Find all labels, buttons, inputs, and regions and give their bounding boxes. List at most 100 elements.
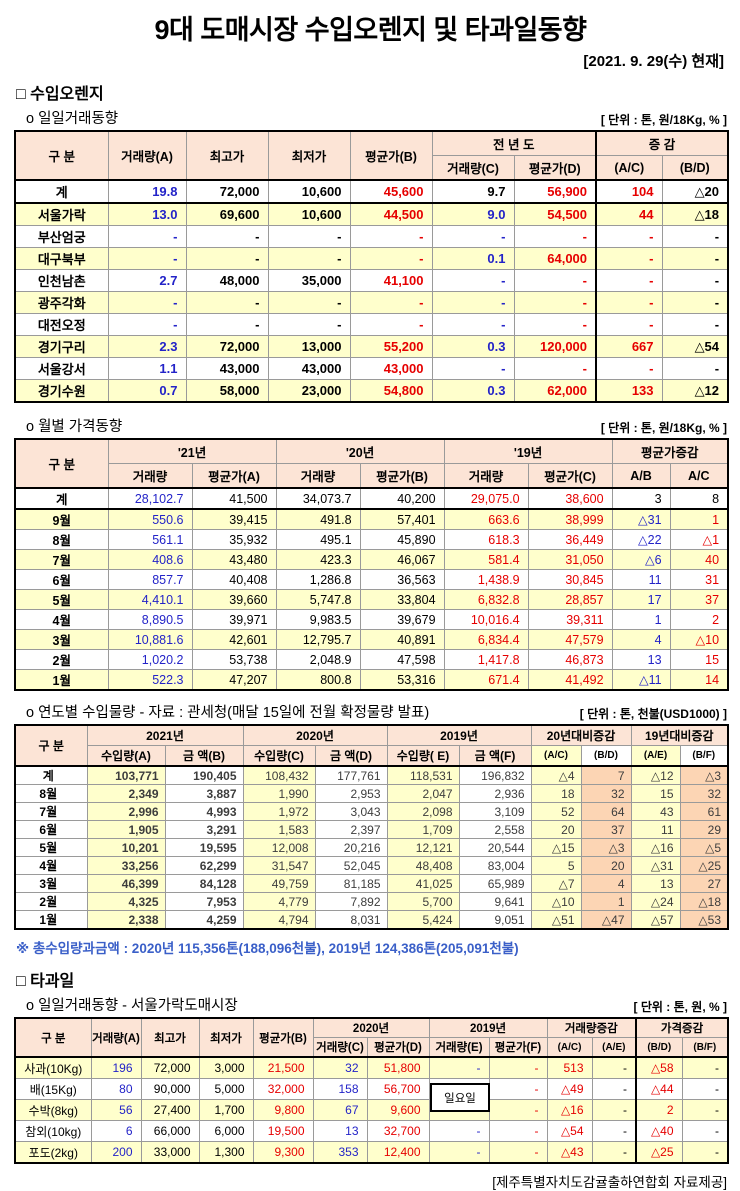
subsection-daily-fruit: o 일일거래동향 - 서울가락도매시장 (26, 998, 238, 1014)
cell: 36,563 (359, 569, 445, 590)
cell: 17 (611, 589, 671, 610)
col-header-2020: 2020년 (242, 724, 388, 746)
cell: 64,000 (513, 247, 598, 270)
cell: 8 (669, 487, 729, 510)
cell: - (661, 225, 729, 248)
cell: 20 (530, 820, 582, 839)
col-header-ae: (A/E) (591, 1037, 638, 1058)
cell: 2,098 (386, 802, 460, 821)
page-title: 9대 도매시장 수입오렌지 및 타과일동향 (154, 15, 587, 45)
cell: 44,500 (349, 202, 433, 226)
cell: 200 (90, 1141, 142, 1164)
col-header-bf: (B/F) (679, 745, 729, 767)
col-header-bf: (B/F) (681, 1037, 729, 1058)
cell: 56,900 (513, 179, 598, 204)
col-header-price-change: 가격증감 (635, 1017, 729, 1038)
cell: 9,300 (252, 1141, 314, 1164)
cell: 57,401 (359, 508, 445, 530)
table-row: 2월 1,020.2 53,738 2,048.9 47,598 1,417.8 46,87… (14, 649, 729, 670)
row-label: 서울가락 (14, 202, 109, 226)
table-row: 1월 2,338 4,259 4,794 8,031 5,424 9,051 △51 △47 △5… (14, 910, 729, 930)
cell: 13.0 (107, 202, 187, 226)
col-header-bd: (B/D) (661, 155, 729, 181)
cell: 2,397 (314, 820, 388, 839)
cell: 2 (669, 609, 729, 630)
cell: 52,045 (314, 856, 388, 875)
col-header-gubun: 구 분 (14, 130, 109, 181)
cell: - (107, 291, 187, 314)
row-label: 서울강서 (14, 357, 109, 380)
cell: - (681, 1056, 729, 1079)
unit-label-daily-fruit: [ 단위 : 톤, 원, % ] (633, 1000, 728, 1014)
cell: △54 (661, 335, 729, 358)
cell: 55,200 (349, 335, 433, 358)
cell: 39,311 (527, 609, 613, 630)
cell: 1,417.8 (443, 649, 529, 670)
cell: 12,008 (242, 838, 316, 857)
col-header-change-vs-20: 20년대비증감 (530, 724, 632, 746)
table-row: 부산엄궁 - - - - - - - - (14, 225, 729, 248)
cell: 80 (90, 1078, 142, 1100)
table-row: 경기구리 2.3 72,000 13,000 55,200 0.3 120,000 667 △5… (14, 335, 729, 358)
cell: 54,800 (349, 379, 433, 403)
table-row: 사과(10Kg) 196 72,000 3,000 21,500 32 51,800- -51… (14, 1056, 729, 1079)
col-header-ab: A/B (611, 463, 671, 489)
daily-fruit-table: 구 분 거래량(A) 최고가 최저가 평균가(B) 2020년 2019년 거래… (14, 1017, 730, 1164)
col-header-ae: (A/E) (630, 745, 681, 767)
cell: 67 (312, 1099, 368, 1121)
cell: - (513, 225, 598, 248)
col-header-gubun: 구 분 (14, 438, 109, 489)
report-date: [2021. 9. 29(수) 현재] (583, 53, 724, 70)
data-source-footer: [제주특별자치도감귤출하연합회 자료제공] (492, 1175, 727, 1190)
col-header-volume-19: 거래량 (443, 463, 529, 489)
cell: 190,405 (164, 765, 244, 785)
cell: 103,771 (86, 765, 166, 785)
cell: 81,185 (314, 874, 388, 893)
cell: 72,000 (140, 1056, 200, 1079)
table-row: 계 19.8 72,000 10,600 45,600 9.7 56,900 104 △20 (14, 179, 729, 204)
cell: - (513, 269, 598, 292)
row-label: 4월 (14, 609, 109, 630)
cell: △16 (630, 838, 681, 857)
cell: 800.8 (275, 669, 361, 691)
cell: 5,747.8 (275, 589, 361, 610)
cell: 10,881.6 (107, 629, 193, 650)
col-header-import-e: 수입량( E) (386, 745, 460, 767)
cell: 39,971 (191, 609, 277, 630)
cell: 62,299 (164, 856, 244, 875)
col-header-avg-b: 평균가(B) (349, 130, 433, 181)
cell: 6,832.8 (443, 589, 529, 610)
yearly-import-table: 구 분 2021년 2020년 2019년 20년대비증감 19년대비증감 수입… (14, 724, 729, 930)
cell: 3 (611, 487, 671, 510)
cell: 0.3 (431, 379, 515, 403)
cell: - (681, 1141, 729, 1164)
cell: - (681, 1099, 729, 1121)
cell: 1,583 (242, 820, 316, 839)
cell: 3,109 (458, 802, 532, 821)
table-row: 4월 8,890.5 39,971 9,983.5 39,679 10,016.4 39,3… (14, 609, 729, 630)
cell: 2,047 (386, 784, 460, 803)
cell: 1 (611, 609, 671, 630)
cell: 133 (595, 379, 663, 403)
col-header-avg-b: 평균가(B) (359, 463, 445, 489)
col-header-2019: 2019년 (386, 724, 532, 746)
cell: 5,700 (386, 892, 460, 911)
cell: 0.1 (431, 247, 515, 270)
subsection-yearly: o 연도별 수입물량 - 자료 : 관세청(매달 15일에 전월 확정물량 발표… (26, 705, 430, 721)
cell: 39,679 (359, 609, 445, 630)
col-header-change: 증 감 (595, 130, 729, 156)
cell: 1,286.8 (275, 569, 361, 590)
cell: - (267, 247, 351, 270)
row-label: 참외(10kg) (14, 1120, 92, 1142)
cell: - (661, 291, 729, 314)
cell: - (185, 225, 269, 248)
fruit-table-wrapper: 구 분 거래량(A) 최고가 최저가 평균가(B) 2020년 2019년 거래… (14, 1017, 730, 1164)
row-label: 경기수원 (14, 379, 109, 403)
cell: 19,500 (252, 1120, 314, 1142)
cell: 49,759 (242, 874, 316, 893)
cell: - (431, 291, 515, 314)
cell: - (681, 1078, 729, 1100)
cell: 31,050 (527, 549, 613, 570)
col-header-bd: (B/D) (580, 745, 632, 767)
